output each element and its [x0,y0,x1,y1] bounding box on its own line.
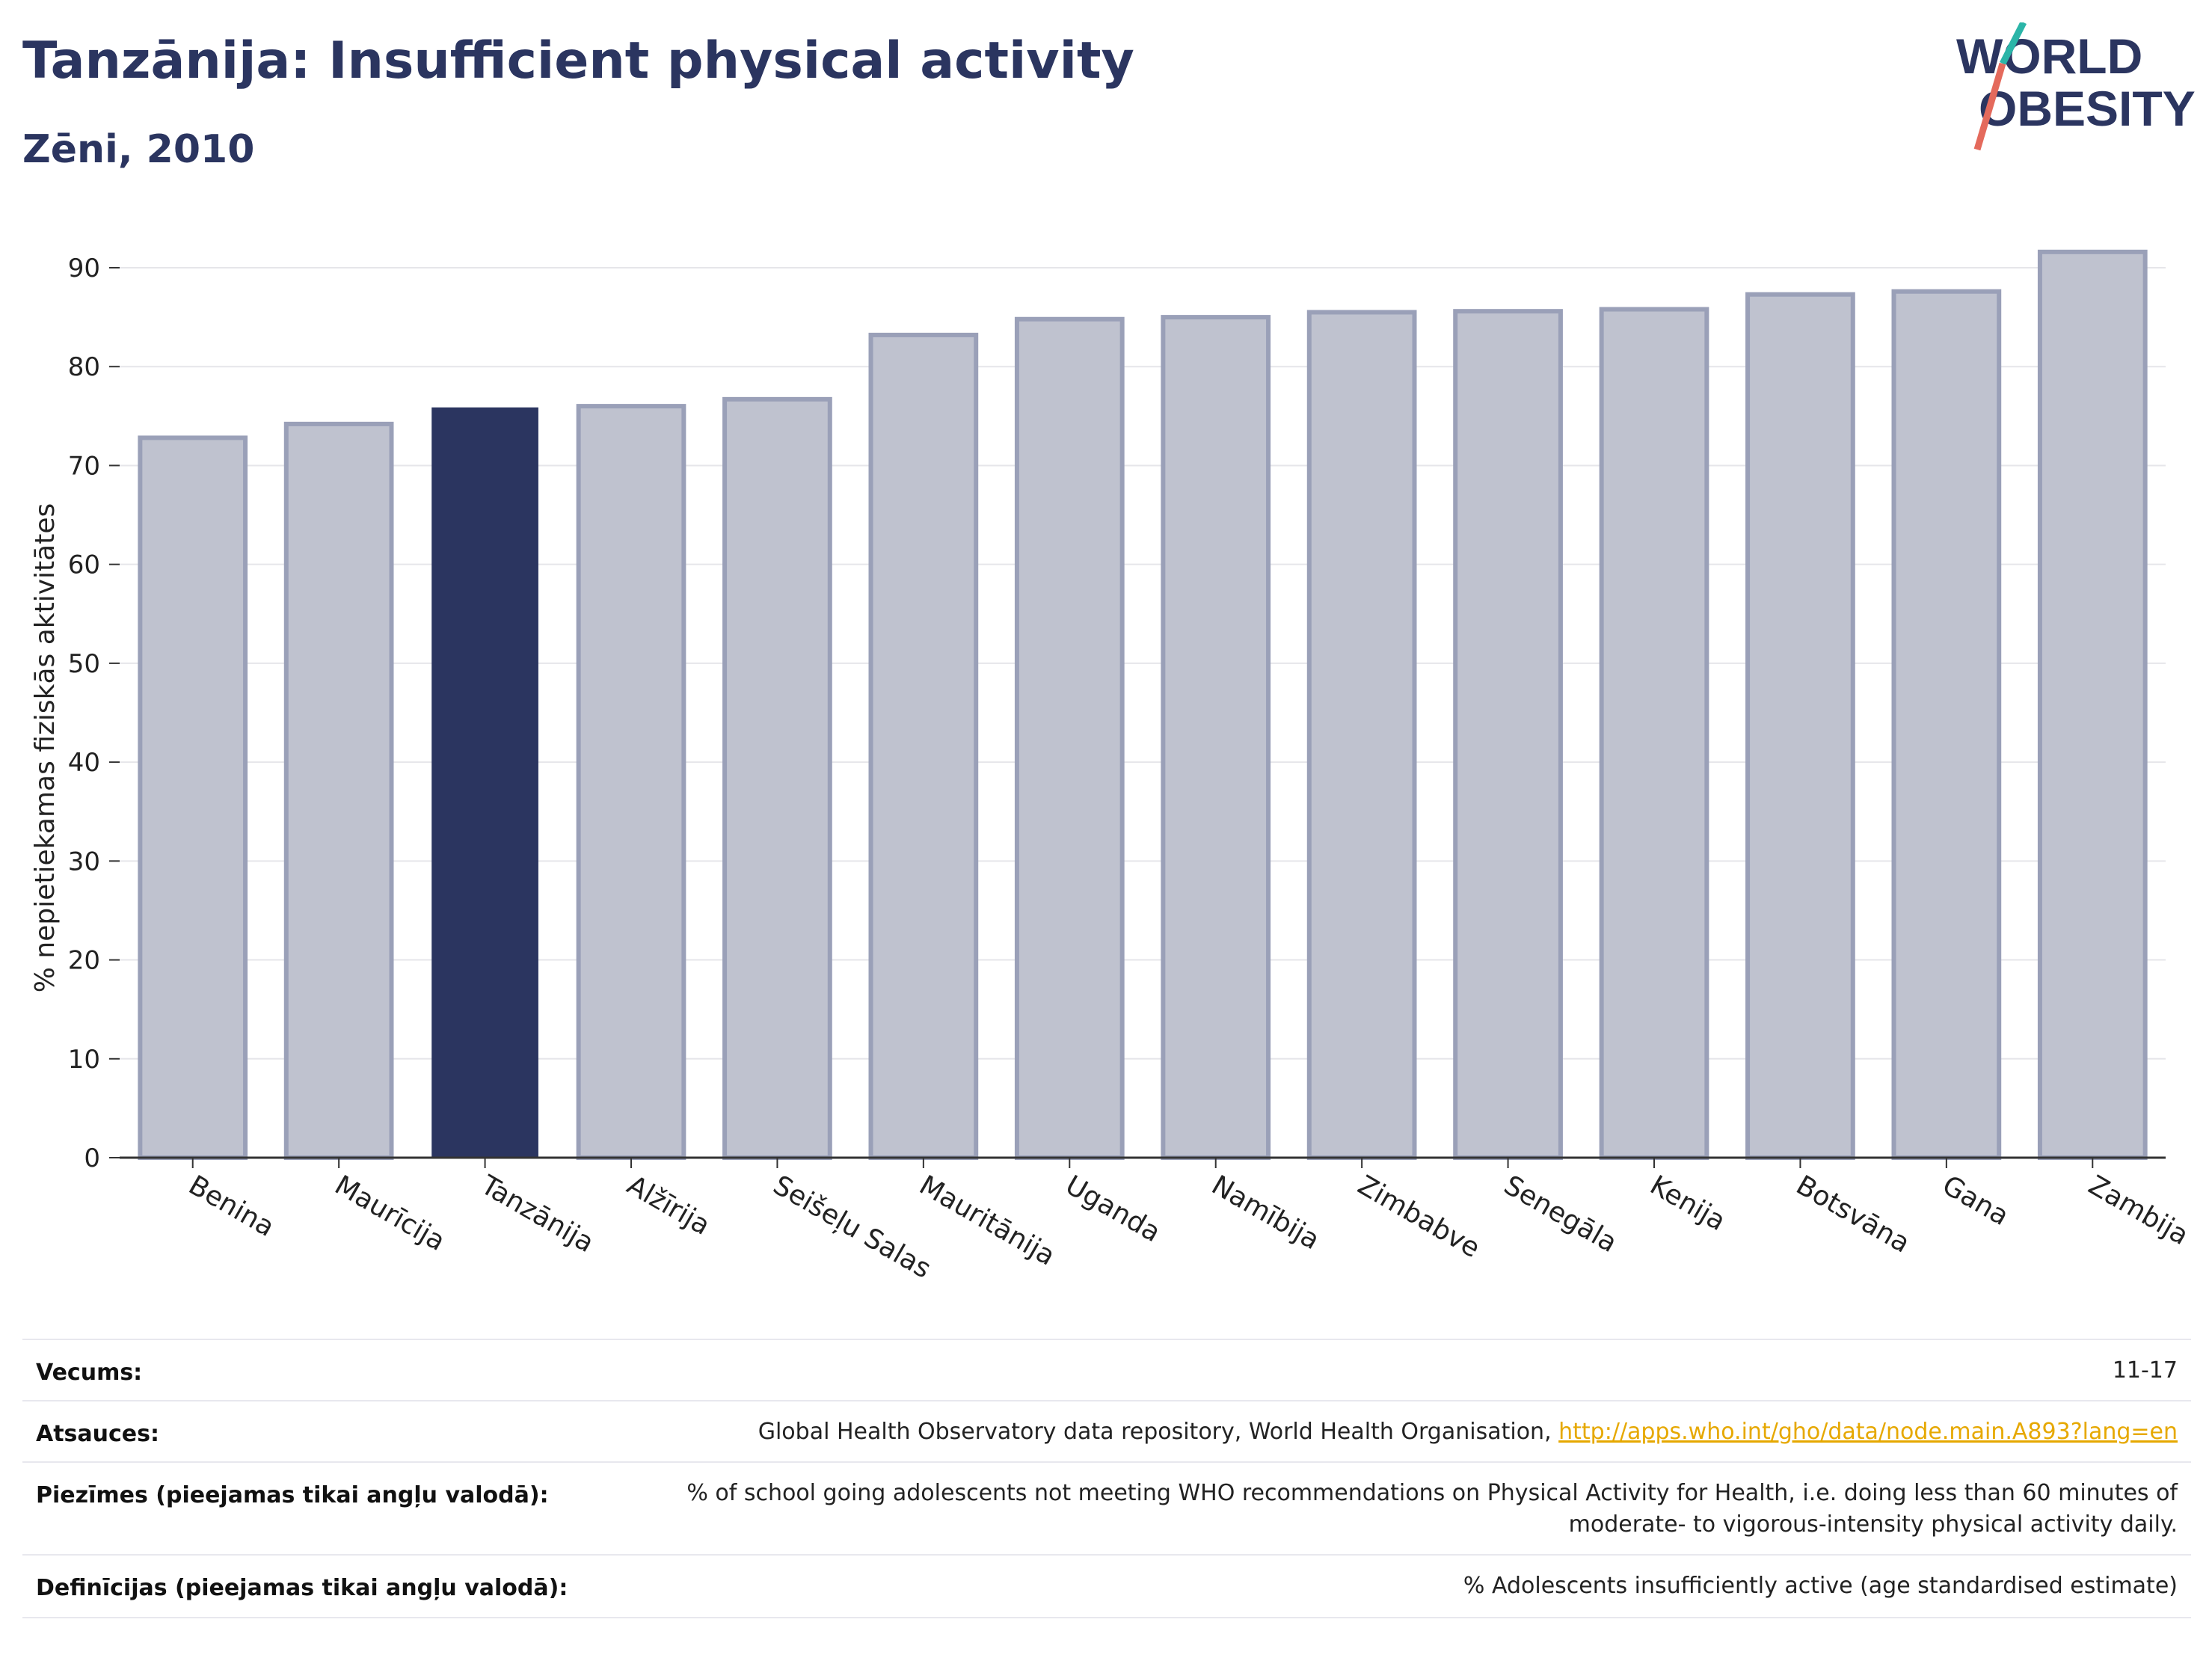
x-tick-label: Alžīrija [622,1170,716,1241]
y-tick-label: 70 [68,451,100,481]
y-tick-label: 10 [68,1045,100,1075]
x-tick-label: Botsvāna [1791,1170,1915,1259]
info-label: Vecums: [36,1360,143,1386]
bar-seišeļu-salas[interactable] [722,396,832,1160]
logo-line2: OBESITY [1979,81,2196,136]
world-obesity-logo: WORLD OBESITY [1956,22,2196,151]
x-tick-label: Tanzānija [475,1170,599,1259]
chart-subtitle: Zēni, 2010 [22,127,255,172]
x-tick-label: Mauritānija [914,1170,1060,1271]
bar-benina[interactable] [138,435,248,1160]
y-axis-label: % nepietiekamas fiziskās aktivitātes [30,503,61,992]
bar-maurīcija[interactable] [283,421,394,1160]
y-tick-label: 0 [84,1143,100,1173]
y-tick-label: 50 [68,649,100,679]
bar-zimbabve[interactable] [1306,310,1417,1160]
x-tick-label: Seišeļu Salas [768,1170,936,1284]
y-tick-label: 60 [68,550,100,580]
x-tick-label: Namībija [1206,1170,1324,1256]
bar-senegāla[interactable] [1453,309,1563,1161]
x-tick-label: Uganda [1060,1170,1166,1248]
info-value: % of school going adolescents not meetin… [686,1478,2178,1541]
bar-mauritānija[interactable] [868,332,979,1160]
bars [138,249,2148,1161]
bar-uganda[interactable] [1014,316,1125,1160]
x-tick-label: Zambija [2083,1170,2194,1251]
x-tick-label: Benina [183,1170,279,1243]
bar-alžīrija[interactable] [576,404,686,1160]
x-tick-label: Senegāla [1499,1170,1622,1259]
x-tick-label: Gana [1937,1170,2014,1232]
bar-botsvāna[interactable] [1745,292,1855,1161]
notes-line1: % of school going adolescents not meetin… [686,1480,2178,1506]
chart-title: Tanzānija: Insufficient physical activit… [22,31,1134,90]
bar-kenija[interactable] [1599,307,1709,1160]
bar-chart: 0 10 20 30 40 50 60 70 80 90 Benina Maurīcija Tanzā… [30,249,2193,1285]
info-value: % Adolescents insufficiently active (age… [1463,1573,2178,1599]
info-row-notes: Piezīmes (pieejamas tikai angļu valodā):… [22,1461,2191,1556]
info-row-age: Vecums: 11-17 [22,1339,2191,1401]
x-tick-label: Zimbabve [1353,1170,1485,1264]
info-value: Global Health Observatory data repositor… [758,1416,2178,1448]
notes-line2: moderate- to vigorous-intensity physical… [1568,1511,2178,1538]
y-tick-label: 40 [68,748,100,778]
info-row-definitions: Definīcijas (pieejamas tikai angļu valod… [22,1554,2191,1618]
y-tick-label: 80 [68,352,100,382]
x-axis-ticks: Benina Maurīcija Tanzānija Alžīrija Seišeļu … [183,1158,2193,1285]
y-tick-label: 90 [68,254,100,283]
bar-gana[interactable] [1891,289,2002,1161]
source-text: Global Health Observatory data repositor… [758,1419,1559,1445]
info-label: Atsauces: [36,1421,159,1447]
info-value: 11-17 [2112,1357,2178,1384]
info-label: Definīcijas (pieejamas tikai angļu valod… [36,1575,568,1601]
x-tick-label: Maurīcija [330,1170,450,1257]
y-tick-label: 30 [68,847,100,876]
logo-line1: WORLD [1956,28,2142,84]
x-tick-label: Kenija [1645,1170,1731,1237]
bar-zambija[interactable] [2037,249,2148,1160]
bar-namībija[interactable] [1161,315,1271,1161]
grid-lines [120,267,2166,1060]
y-axis-ticks: 0 10 20 30 40 50 60 70 80 90 [68,254,120,1173]
y-tick-label: 20 [68,946,100,976]
bar-tanzānija[interactable] [431,407,538,1158]
info-row-source: Atsauces: Global Health Observatory data… [22,1400,2191,1463]
info-label: Piezīmes (pieejamas tikai angļu valodā): [36,1482,549,1508]
source-link[interactable]: http://apps.who.int/gho/data/node.main.A… [1558,1419,2178,1445]
